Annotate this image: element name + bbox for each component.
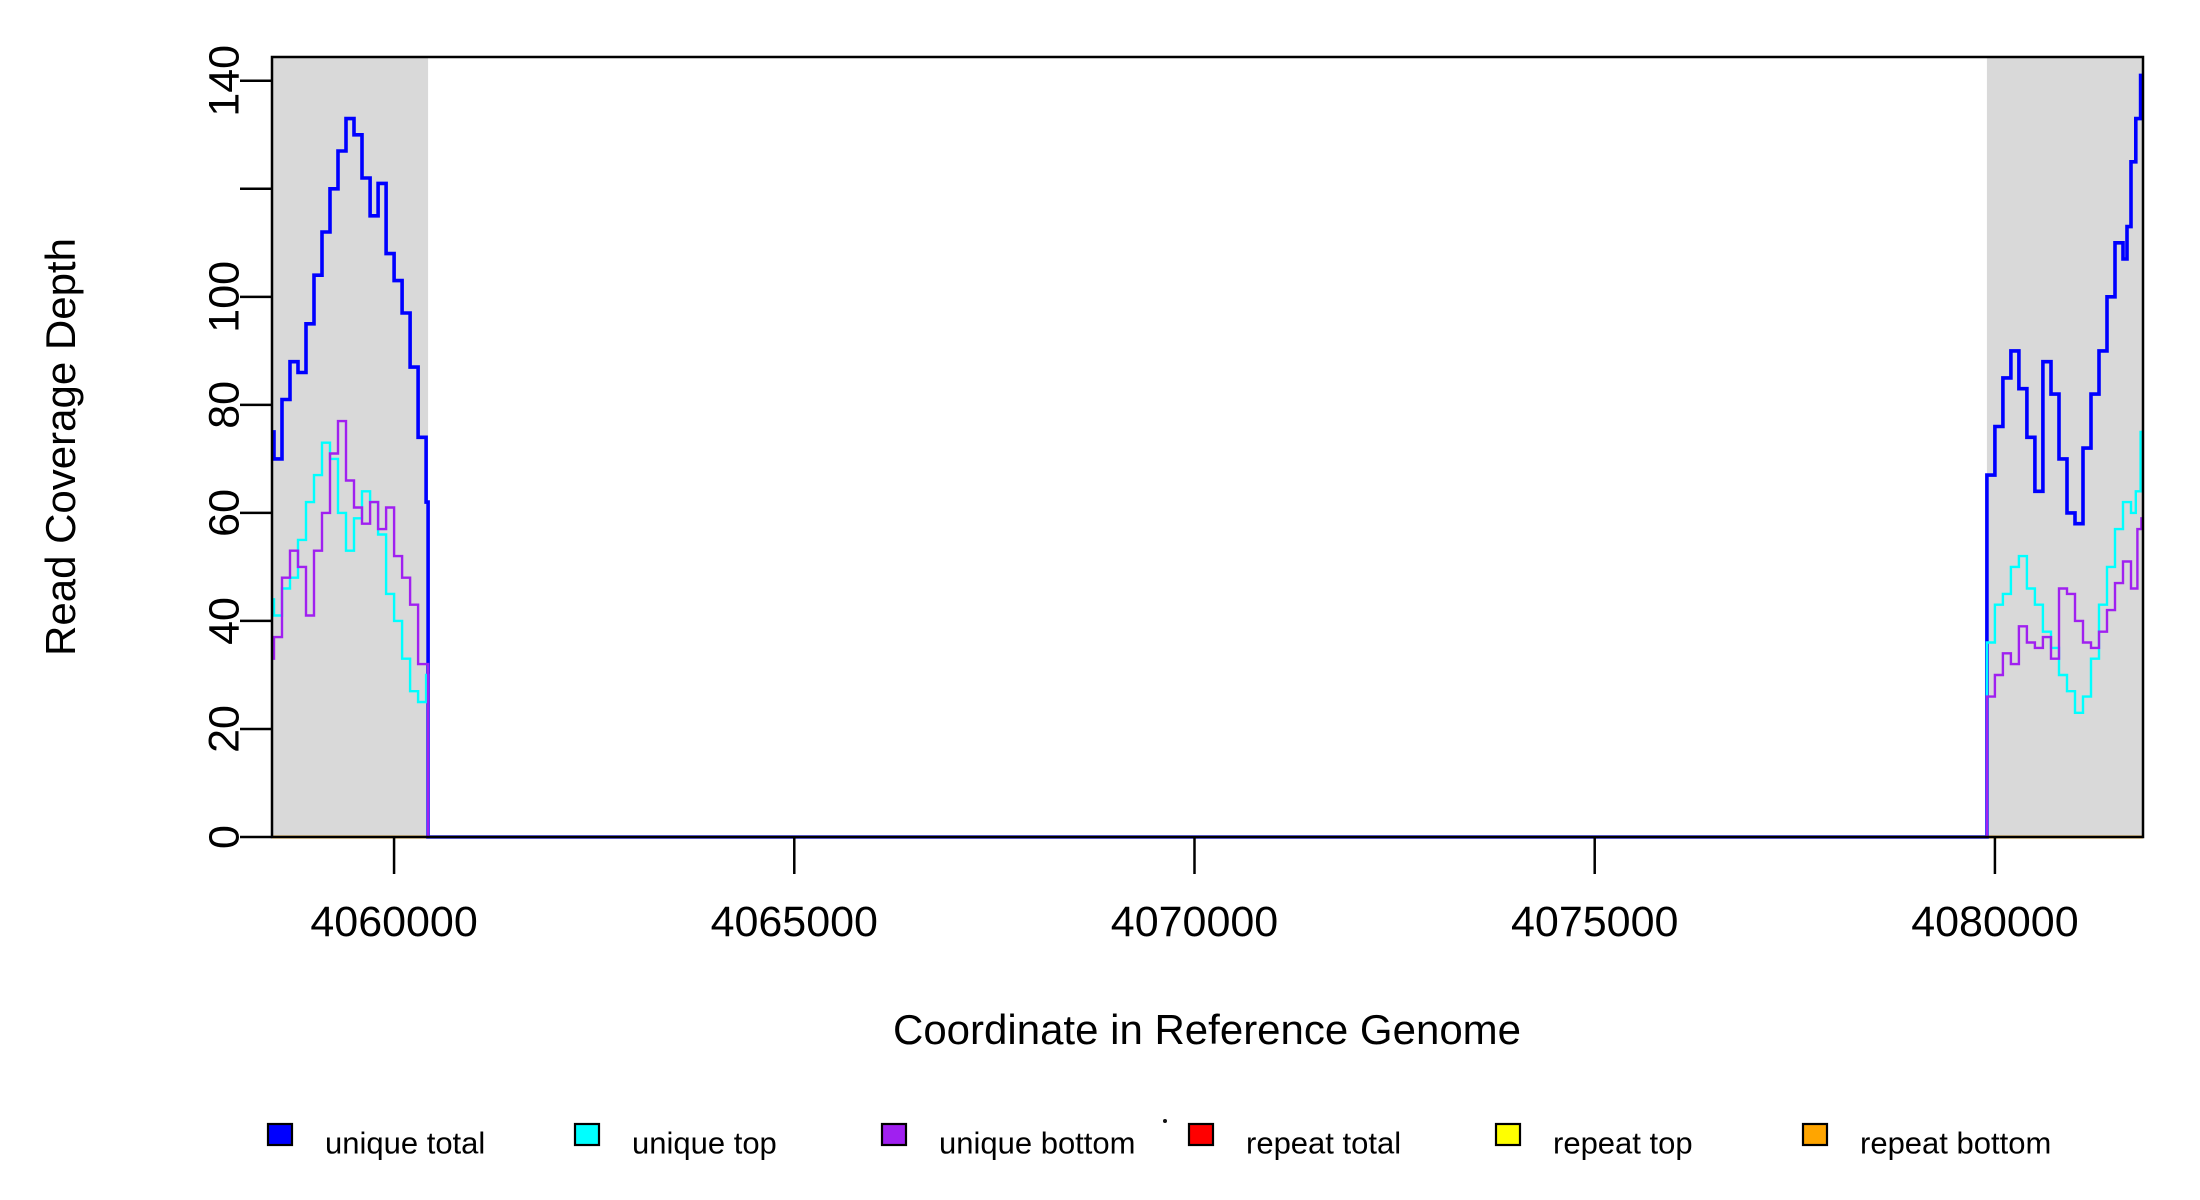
plot-frame-group: [270, 55, 2145, 839]
x-axis-title: Coordinate in Reference Genome: [893, 1006, 1521, 1053]
legend-item-unique-total: unique total: [266, 1122, 485, 1161]
legend-swatch-unique-top: [573, 1122, 601, 1147]
legend-label-unique-bottom: unique bottom: [939, 1126, 1135, 1161]
legend-label-repeat-top: repeat top: [1553, 1126, 1693, 1161]
series-line-unique-total: [272, 73, 2143, 839]
y-tick-label: 40: [200, 597, 248, 645]
x-tick-label: 4075000: [1511, 898, 1678, 946]
x-tick-label: 4080000: [1911, 898, 2078, 946]
x-tick-label: 4065000: [711, 898, 878, 946]
legend-label-repeat-bottom: repeat bottom: [1860, 1126, 2051, 1161]
right-alignment-band: [1986, 57, 2143, 837]
legend-swatch-repeat-top: [1494, 1122, 1522, 1147]
series-line-unique-top: [272, 430, 2143, 839]
axes-group: 4060000 4065000 4070000 4075000 4080000 0 20 40…: [200, 45, 2078, 946]
y-axis-title: Read Coverage Depth: [37, 238, 84, 656]
plot-box: [270, 55, 2145, 839]
legend-label-unique-total: unique total: [325, 1126, 485, 1161]
y-tick-label: 100: [200, 261, 248, 333]
legend-item-unique-top: unique top: [573, 1122, 777, 1161]
stray-dot: [1163, 1119, 1167, 1123]
legend-item-repeat-bottom: repeat bottom: [1801, 1122, 2051, 1161]
legend-swatch-repeat-bottom: [1801, 1122, 1829, 1147]
legend-item-repeat-top: repeat top: [1494, 1122, 1693, 1161]
y-tick-label: 20: [200, 705, 248, 753]
x-tick-label: 4060000: [310, 898, 477, 946]
y-tick-label: 80: [200, 381, 248, 429]
y-tick-label: 0: [200, 825, 248, 849]
legend-swatch-repeat-total: [1187, 1122, 1215, 1147]
legend-label-repeat-total: repeat total: [1246, 1126, 1401, 1161]
legend-swatch-unique-total: [266, 1122, 294, 1147]
legend-label-unique-top: unique top: [632, 1126, 777, 1161]
series-line-unique-bottom: [272, 419, 2143, 839]
x-tick-label: 4070000: [1111, 898, 1278, 946]
y-tick-label: 60: [200, 489, 248, 537]
y-tick-label: 140: [200, 45, 248, 117]
left-alignment-band: [272, 57, 429, 837]
legend-swatch-unique-bottom: [880, 1122, 908, 1147]
series-group: [272, 73, 2143, 839]
legend-item-repeat-total: repeat total: [1187, 1122, 1401, 1161]
shaded-regions-group: [272, 57, 2143, 837]
legend-item-unique-bottom: unique bottom: [880, 1122, 1135, 1161]
legend: unique total unique top unique bottom repea…: [266, 1119, 2051, 1161]
